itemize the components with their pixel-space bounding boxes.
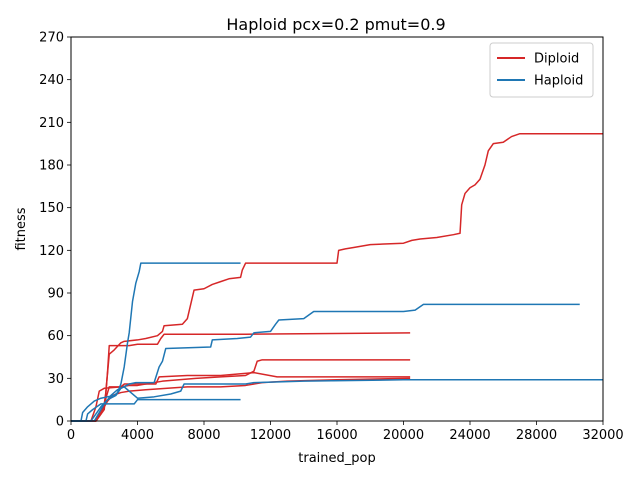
- y-tick-label: 210: [39, 116, 64, 131]
- x-tick-label: 24000: [449, 428, 490, 443]
- legend-label-diploid: Diploid: [534, 52, 579, 67]
- x-tick-label: 8000: [187, 428, 220, 443]
- legend-label-haploid: Haploid: [534, 74, 583, 89]
- y-tick-label: 30: [47, 372, 64, 387]
- y-tick-label: 240: [39, 73, 64, 88]
- series-line-haploid-run-4: [71, 379, 603, 422]
- x-tick-label: 20000: [383, 428, 424, 443]
- series-line-haploid-run-3: [71, 303, 580, 422]
- legend: Diploid Haploid: [489, 42, 594, 98]
- y-tick-label: 60: [47, 329, 64, 344]
- series-line-haploid-run-2: [71, 398, 241, 422]
- legend-box: [489, 42, 594, 98]
- series-layer: [71, 132, 603, 422]
- x-tick-label: 12000: [250, 428, 291, 443]
- y-tick-label: 0: [56, 415, 64, 430]
- x-tick-label: 4000: [121, 428, 154, 443]
- x-tick-label: 16000: [316, 428, 357, 443]
- x-tick-label: 28000: [516, 428, 557, 443]
- y-tick-label: 180: [39, 159, 64, 174]
- y-axis: 0 30 60 90 120 150 180 210 240 270: [39, 31, 71, 430]
- y-tick-label: 120: [39, 244, 64, 259]
- y-tick-label: 150: [39, 201, 64, 216]
- x-tick-label: 32000: [582, 428, 623, 443]
- x-tick-label: 0: [67, 428, 75, 443]
- y-axis-label: fitness: [14, 207, 29, 250]
- chart-title: Haploid pcx=0.2 pmut=0.9: [226, 15, 445, 34]
- x-axis: 0 4000 8000 12000 16000 20000 24000 28000 32000: [67, 421, 624, 443]
- y-tick-label: 90: [47, 287, 64, 302]
- y-tick-label: 270: [39, 31, 64, 46]
- series-line-diploid-run-5: [71, 132, 603, 422]
- x-axis-label: trained_pop: [298, 451, 375, 466]
